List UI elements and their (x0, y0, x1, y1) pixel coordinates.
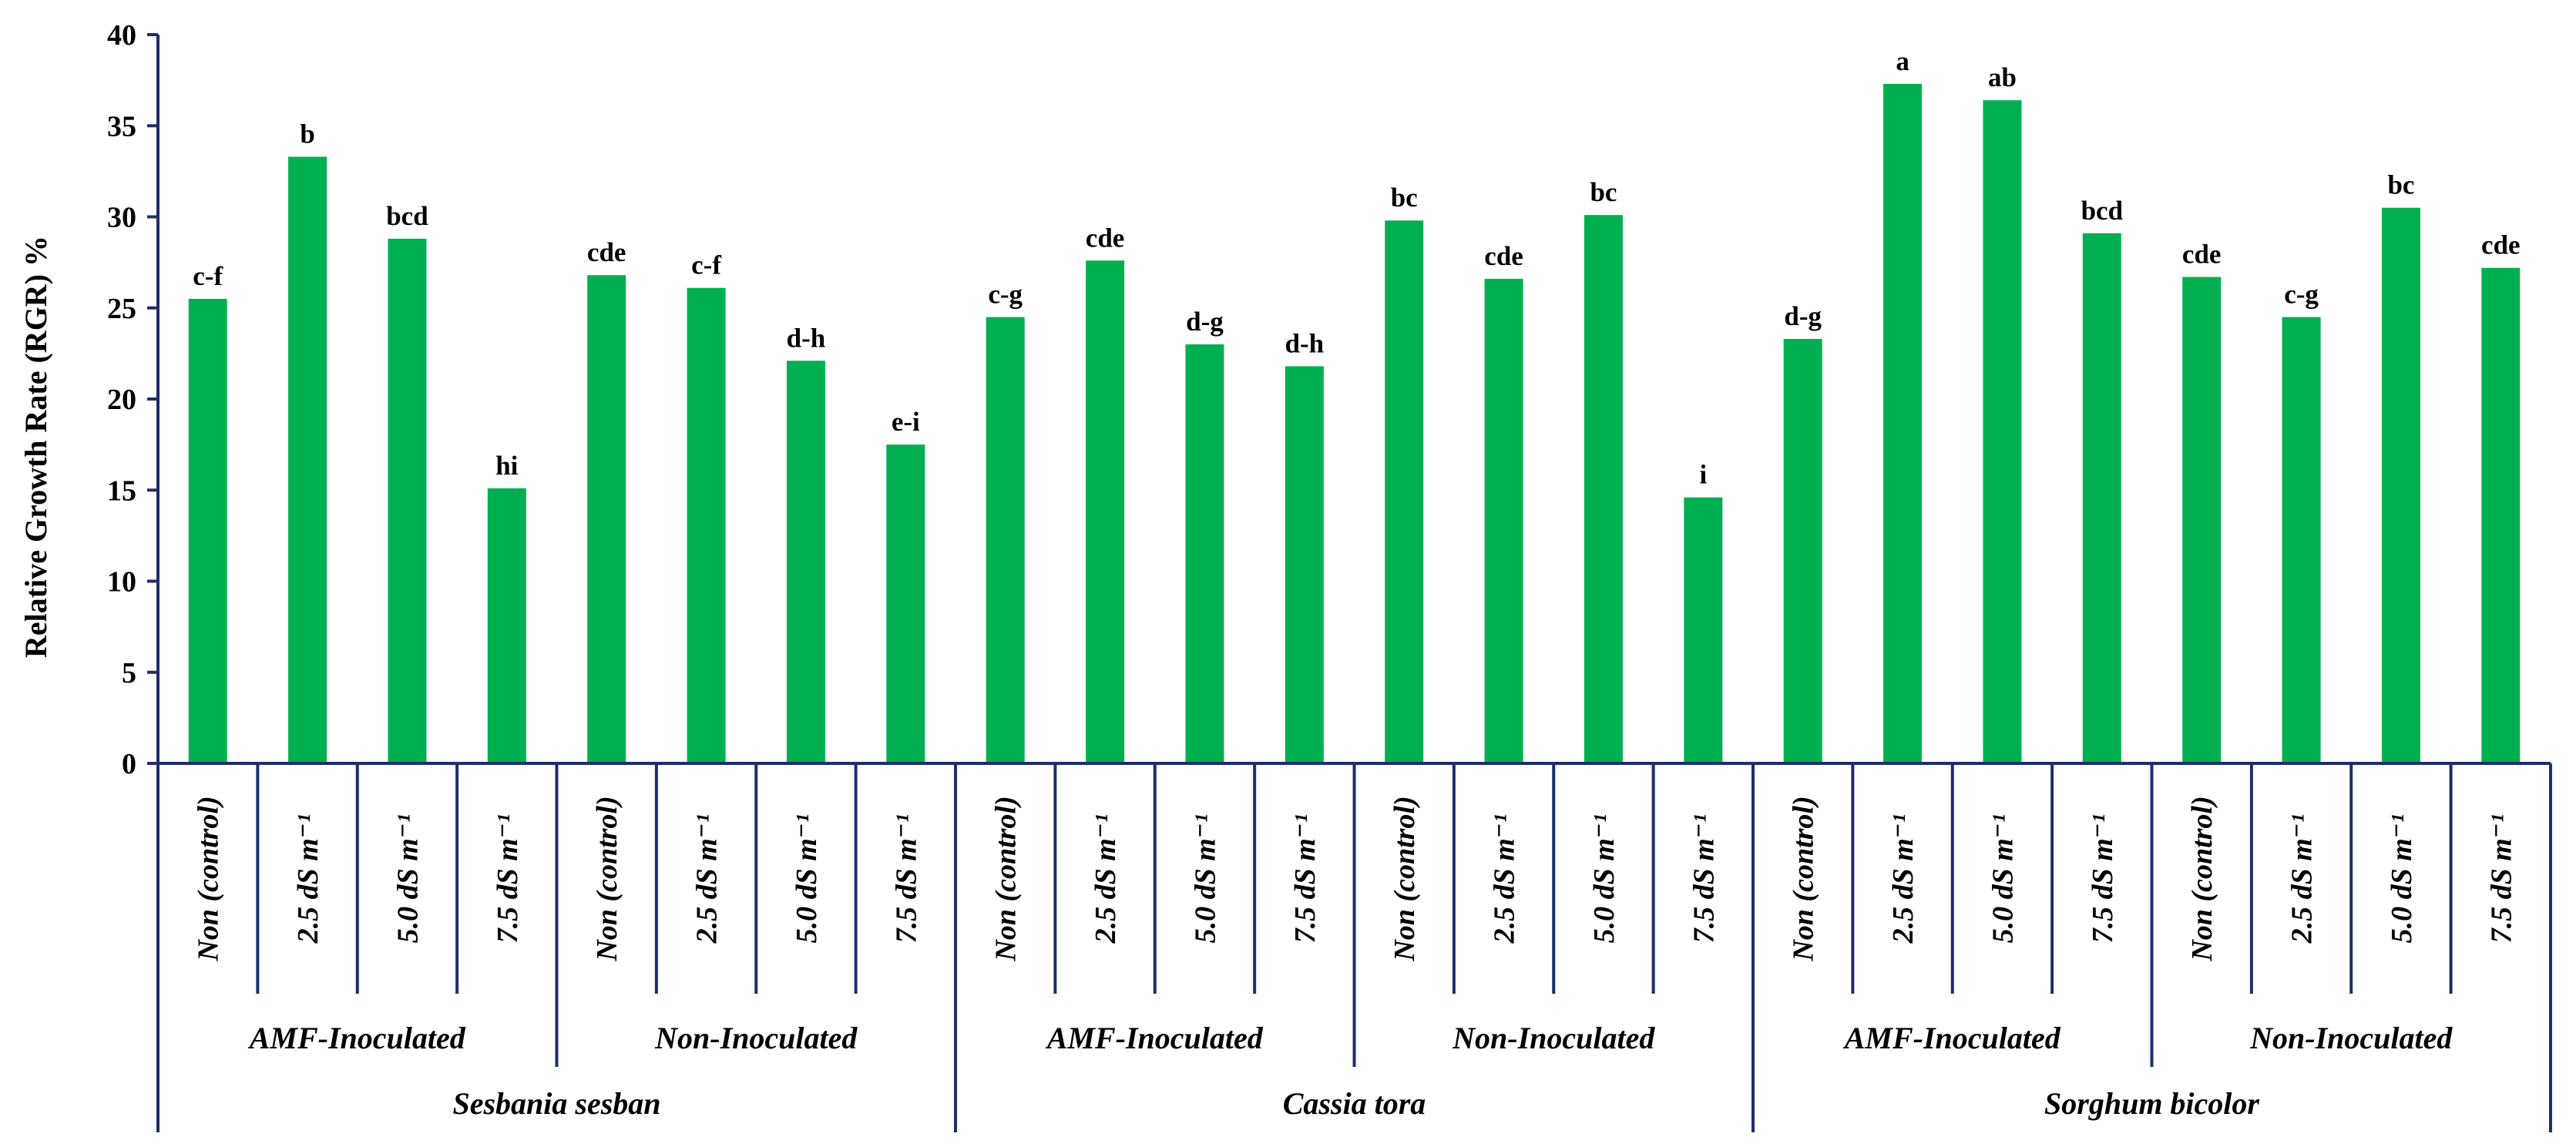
species-group-label: Sesbania sesban (452, 1086, 660, 1121)
x-category-label: 7.5 dS m⁻¹ (492, 814, 524, 944)
x-category-label: 5.0 dS m⁻¹ (2386, 814, 2418, 944)
bar (1983, 100, 2022, 763)
bar-significance-label: d-h (787, 323, 826, 353)
x-category-label: 7.5 dS m⁻¹ (2087, 814, 2119, 944)
bar-significance-label: c-f (691, 250, 721, 280)
bar (986, 317, 1025, 763)
x-category-label: 7.5 dS m⁻¹ (890, 814, 922, 944)
bar-significance-label: bc (2387, 170, 2414, 200)
species-group-label: Cassia tora (1283, 1086, 1426, 1121)
y-tick-label: 25 (107, 293, 136, 325)
bar-significance-label: hi (495, 451, 518, 481)
x-category-label: Non (control) (193, 796, 225, 961)
y-axis-label: Relative Growth Rate (RGR) % (18, 236, 53, 658)
bar-significance-label: c-g (2284, 280, 2319, 310)
bar (2381, 207, 2420, 763)
y-axis: 0 5 10 15 20 25 30 35 40 (107, 19, 160, 780)
bar-significance-label: bcd (386, 201, 428, 231)
x-category-label: 2.5 dS m⁻¹ (691, 814, 724, 944)
bar-significance-label: d-h (1285, 328, 1325, 358)
data-labels: c-f b bcd hi cde c-f d-h e-i c-g cde d-g d-h bc cde bc… (193, 46, 2520, 490)
x-category-label: 5.0 dS m⁻¹ (391, 814, 424, 944)
bar-significance-label: cde (587, 237, 626, 267)
y-tick-label: 20 (107, 384, 136, 416)
x-category-label: 5.0 dS m⁻¹ (791, 814, 823, 944)
bar (487, 488, 526, 763)
bar (2481, 267, 2521, 764)
bar (2082, 233, 2121, 763)
x-category-label: 2.5 dS m⁻¹ (1090, 814, 1122, 944)
bar (1783, 338, 1822, 764)
bar (786, 361, 825, 764)
x-category-label: 2.5 dS m⁻¹ (292, 814, 324, 944)
bar-significance-label: cde (2182, 240, 2222, 270)
bar-significance-label: ab (1988, 62, 2017, 92)
bar (1385, 220, 1424, 764)
bar (1684, 497, 1723, 763)
x-category-label: 5.0 dS m⁻¹ (1189, 814, 1221, 944)
x-category-label: Non (control) (2186, 796, 2218, 961)
x-category-label: Non (control) (990, 796, 1023, 961)
bar-significance-label: d-g (1186, 307, 1224, 337)
bar (886, 444, 925, 763)
y-tick-label: 40 (107, 19, 136, 52)
x-category-label: 7.5 dS m⁻¹ (2485, 814, 2517, 944)
bar-significance-label: bc (1391, 183, 1418, 213)
bar (388, 238, 427, 763)
bar (2282, 317, 2321, 763)
y-tick-label: 35 (107, 110, 136, 143)
bar-significance-label: c-g (988, 280, 1023, 310)
inoculation-group-label: AMF-Inoculated (1842, 1021, 2061, 1055)
bar-significance-label: b (300, 119, 314, 149)
inoculation-group-label: AMF-Inoculated (1045, 1021, 1264, 1055)
x-category-label: 5.0 dS m⁻¹ (1987, 814, 2019, 944)
x-category-label: Non (control) (591, 796, 623, 961)
bar-significance-label: cde (2481, 230, 2521, 260)
inoculation-group-label: Non-Inoculated (2249, 1021, 2453, 1055)
inoculation-group-label: AMF-Inoculated (247, 1021, 466, 1055)
bar-significance-label: d-g (1784, 301, 1822, 331)
y-tick-label: 10 (107, 566, 136, 599)
bars (188, 83, 2521, 764)
y-tick-label: 5 (122, 657, 136, 689)
bar-significance-label: bc (1590, 177, 1617, 207)
inoculation-group-label: Non-Inoculated (654, 1021, 858, 1055)
bar (1584, 215, 1623, 763)
y-tick-label: 0 (122, 748, 136, 780)
bar (1285, 366, 1324, 763)
x-category-label: 2.5 dS m⁻¹ (1887, 814, 1919, 944)
bar-significance-label: i (1699, 460, 1707, 490)
x-axis: Non (control) 2.5 dS m⁻¹ 5.0 dS m⁻¹ 7.5 dS … (156, 762, 2552, 1132)
bar (2182, 277, 2222, 763)
bar-significance-label: cde (1086, 223, 1125, 253)
bar (1484, 278, 1523, 763)
bar (1185, 344, 1224, 763)
y-tick-label: 30 (107, 202, 136, 234)
bar-significance-label: e-i (892, 407, 920, 437)
bar (587, 275, 626, 763)
x-category-label: Non (control) (1788, 796, 1820, 961)
x-category-label: 7.5 dS m⁻¹ (1688, 814, 1720, 944)
bar (288, 156, 327, 763)
y-tick-label: 15 (107, 475, 136, 507)
x-category-label: 2.5 dS m⁻¹ (2286, 814, 2319, 944)
inoculation-group-label: Non-Inoculated (1452, 1021, 1655, 1055)
x-category-label: Non (control) (1389, 796, 1421, 961)
bar (687, 287, 726, 763)
bar (1086, 260, 1125, 763)
x-category-label: 2.5 dS m⁻¹ (1489, 814, 1521, 944)
species-group-label: Sorghum bicolor (2044, 1086, 2259, 1121)
bar-significance-label: c-f (193, 261, 223, 291)
bar-significance-label: a (1896, 46, 1909, 76)
bar (188, 298, 227, 763)
bar (1883, 83, 1923, 764)
x-category-label: 7.5 dS m⁻¹ (1289, 814, 1322, 944)
bar-significance-label: bcd (2081, 196, 2124, 226)
x-category-label: 5.0 dS m⁻¹ (1588, 814, 1620, 944)
bar-significance-label: cde (1484, 241, 1523, 271)
